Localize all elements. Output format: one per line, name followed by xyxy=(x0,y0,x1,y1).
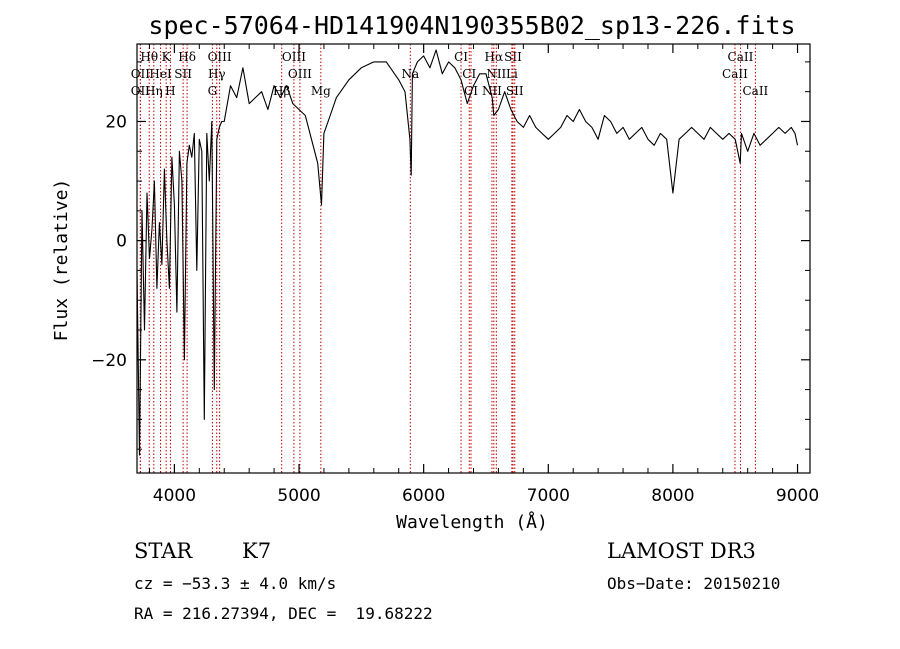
spectral-line-label: OIII xyxy=(208,50,232,64)
y-axis-label: Flux (relative) xyxy=(51,179,72,342)
x-tick-label: 9000 xyxy=(776,486,819,506)
y-tick-label: 0 xyxy=(116,232,127,252)
y-tick-label: −20 xyxy=(91,351,127,371)
spectral-line-label: CI xyxy=(454,50,468,64)
observation-date: Obs−Date: 20150210 xyxy=(607,574,781,593)
spectral-line-label: Hη xyxy=(145,84,163,98)
redshift-cz: cz = −53.3 ± 4.0 km/s xyxy=(134,574,337,593)
spectral-line-label: Mg xyxy=(311,84,331,98)
spectral-line-label: SII xyxy=(506,84,524,98)
spectral-line-label: NII xyxy=(482,84,502,98)
spectral-line-label: CaII xyxy=(728,50,754,64)
spectral-line-label: SII xyxy=(174,67,192,81)
spectral-line-label: G xyxy=(208,84,218,98)
spectral-line-label: OIII xyxy=(282,50,306,64)
x-axis-label: Wavelength (Å) xyxy=(396,511,548,533)
spectral-line-label: CI xyxy=(462,67,476,81)
x-tick-label: 6000 xyxy=(402,486,445,506)
object-class: STAR xyxy=(134,539,193,563)
x-tick-label: 8000 xyxy=(651,486,694,506)
spectral-line-label: Hθ xyxy=(140,50,158,64)
spectral-line-label: NII xyxy=(486,67,506,81)
spectrum-series xyxy=(136,49,799,456)
spectral-line-label: Hα xyxy=(485,50,504,64)
object-subclass: K7 xyxy=(242,539,272,563)
chart-title: spec-57064-HD141904N190355B02_sp13-226.f… xyxy=(148,11,795,40)
spectral-line-label: Hγ xyxy=(208,67,226,81)
plot-frame xyxy=(136,43,811,474)
spectral-line-label: Hδ xyxy=(178,50,196,64)
y-tick-label: 20 xyxy=(105,112,127,132)
survey-name: LAMOST DR3 xyxy=(607,539,756,563)
spectral-line-label: OII xyxy=(131,67,151,81)
x-tick-label: 7000 xyxy=(527,486,570,506)
spectral-line-label: CaII xyxy=(722,67,748,81)
spectral-line-label: K xyxy=(162,50,172,64)
spectral-line-label: Na xyxy=(401,67,419,81)
spectral-line-label: CaII xyxy=(742,84,768,98)
spectral-line-label: Li xyxy=(506,67,518,81)
spectral-line-label: SII xyxy=(504,50,522,64)
x-tick-label: 4000 xyxy=(153,486,196,506)
x-tick-label: 5000 xyxy=(277,486,320,506)
spectral-line-label: OII xyxy=(131,84,151,98)
spectral-line-label: OIII xyxy=(288,67,312,81)
axis-ticks: 4000 5000 6000 7000 8000 9000 −20 0 20 xyxy=(91,44,819,506)
ra-dec-coordinates: RA = 216.27394, DEC = 19.68222 xyxy=(134,604,433,623)
spectral-line-label: H xyxy=(165,84,175,98)
spectral-line-label: HeI xyxy=(149,67,172,81)
